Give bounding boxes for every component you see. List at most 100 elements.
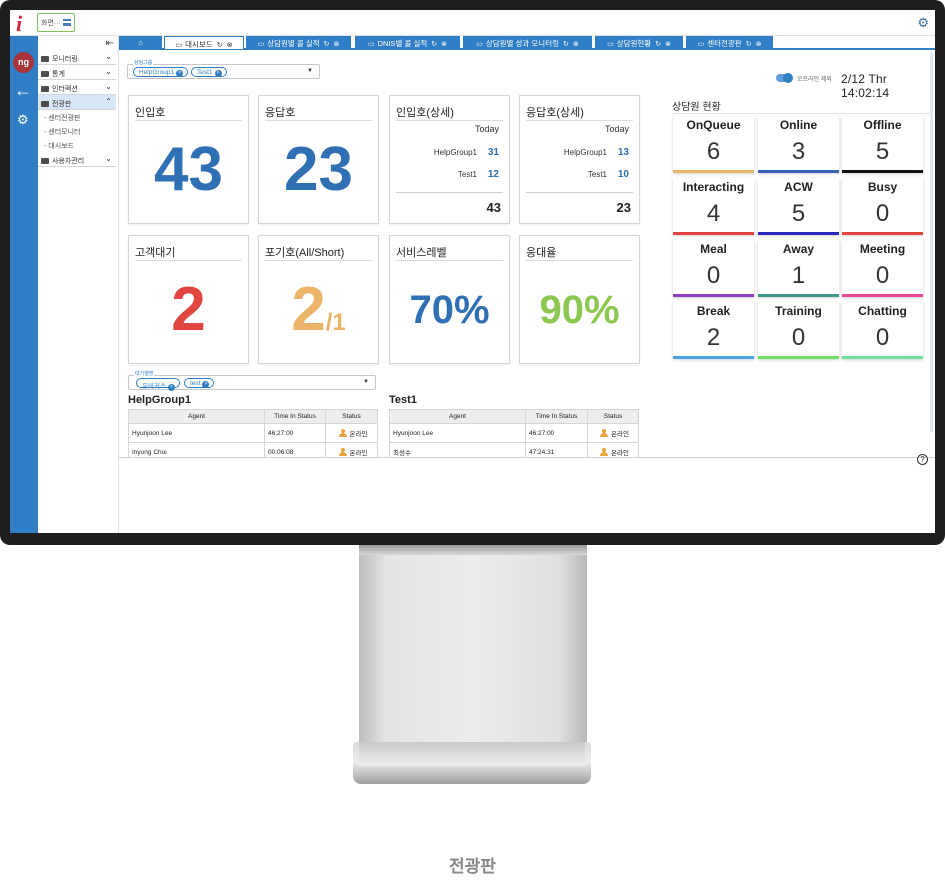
dashboard-icon: ▭	[476, 41, 483, 48]
table-row[interactable]: Inyong Choi 00:06:08 온라인	[128, 442, 378, 457]
chip-label: test	[190, 380, 201, 387]
refresh-icon[interactable]: ↻	[745, 41, 752, 48]
group-filter[interactable]: 상담그룹 HelpGroup1 × Test1 × ▼	[127, 59, 320, 79]
column-header[interactable]: Time In Status	[264, 409, 326, 424]
column-header[interactable]: Agent	[128, 409, 265, 424]
filter-chip[interactable]: 유비커스 ×	[136, 378, 180, 391]
person-icon	[338, 429, 347, 437]
status-label: Meal	[700, 242, 727, 256]
close-circle-icon[interactable]: ×	[202, 381, 210, 388]
column-header[interactable]: Status	[325, 409, 378, 424]
queue-filter[interactable]: 대기열명 유비커스 × test × ▼	[128, 370, 376, 391]
filter-chip[interactable]: test ×	[184, 378, 215, 388]
refresh-icon[interactable]: ↻	[655, 41, 662, 48]
column-header[interactable]: Agent	[389, 409, 526, 424]
side-nav: ⇤ 모니터링 ⌄ 통계 ⌄ 인터렉션 ⌄ 전광판 ⌃ - 센터전광판 - 센터모니터 -…	[38, 36, 119, 533]
divider	[672, 113, 930, 114]
status-tile-break[interactable]: Break 2	[673, 302, 754, 359]
refresh-icon[interactable]: ↻	[563, 41, 569, 48]
person-icon	[600, 429, 609, 437]
status-tile-busy[interactable]: Busy 0	[842, 178, 923, 235]
group-count: 13	[617, 147, 629, 158]
tab-agent-performance-monitoring[interactable]: ▭ 상담원별 성과 모니터링 ↻ ⊗	[463, 36, 592, 49]
status-tile-chatting[interactable]: Chatting 0	[842, 302, 923, 359]
tab-label: 센터전광판	[707, 39, 742, 48]
dashboard-content: 상담그룹 HelpGroup1 × Test1 × ▼ 오프라인 제외 2/12 T…	[120, 52, 935, 457]
close-circle-icon[interactable]: ×	[167, 384, 175, 391]
queue-group-title: Test1	[389, 394, 417, 406]
nav-group-user-management[interactable]: 사용자관리 ⌄	[38, 152, 116, 167]
refresh-icon[interactable]: ↻	[323, 41, 330, 48]
close-circle-icon[interactable]: ⊗	[665, 41, 671, 48]
status-tile-meeting[interactable]: Meeting 0	[842, 240, 923, 297]
close-circle-icon[interactable]: ⊗	[226, 42, 233, 49]
help-icon[interactable]: ?	[917, 454, 928, 465]
close-circle-icon[interactable]: ×	[176, 70, 184, 77]
card-answered-detail: 응답호(상세) Today HelpGroup1 13 Test1 10 23	[519, 95, 640, 224]
filter-chip[interactable]: HelpGroup1 ×	[133, 67, 189, 77]
status-tile-acw[interactable]: ACW 5	[758, 178, 839, 235]
column-header[interactable]: Status	[587, 409, 639, 424]
column-header[interactable]: Time In Status	[525, 409, 588, 424]
close-circle-icon[interactable]: ⊗	[572, 41, 579, 48]
table-row[interactable]: Hyunjoon Lee 46:27:00 온라인	[389, 423, 639, 443]
nav-group-interaction[interactable]: 인터렉션 ⌄	[38, 80, 116, 95]
gear-icon[interactable]: ⚙	[917, 15, 929, 30]
today-label: Today	[604, 124, 629, 134]
nav-item-dashboard[interactable]: - 대시보드	[44, 143, 75, 150]
gear-icon[interactable]: ⚙	[17, 112, 29, 127]
tab-label: 상담원현황	[616, 39, 652, 48]
close-circle-icon[interactable]: ⊗	[755, 41, 762, 48]
group-name: HelpGroup1	[563, 148, 607, 157]
folder-icon	[41, 71, 49, 77]
refresh-icon[interactable]: ↻	[431, 41, 438, 48]
tab-dnis-call-performance[interactable]: ▭ DNIS별 콜 실적 ↻ ⊗	[355, 36, 460, 49]
nav-group-monitoring[interactable]: 모니터링 ⌄	[38, 50, 116, 65]
tab-agent-call-performance[interactable]: ▭ 상담원별 콜 실적 ↻ ⊗	[246, 36, 351, 49]
tab-label: 상담원별 콜 실적	[267, 39, 320, 48]
card-title: 응대율	[526, 247, 557, 259]
folder-icon	[41, 86, 49, 92]
table-row[interactable]: Hyunjoon Lee 46:27:00 온라인	[128, 423, 378, 443]
tab-home[interactable]: ⌂	[119, 36, 162, 49]
nav-group-label: 인터렉션	[52, 86, 78, 93]
tab-center-billboard[interactable]: ▭ 센터전광판 ↻ ⊗	[686, 36, 773, 49]
status-label: Online	[779, 118, 818, 132]
collapse-panel-icon[interactable]: ⇤	[105, 38, 114, 49]
agent-name: Hyunjoon Lee	[389, 423, 526, 443]
refresh-icon[interactable]: ↻	[216, 42, 223, 49]
avatar[interactable]: ng	[13, 52, 34, 73]
group-name: Test1	[587, 170, 607, 179]
status-tile-online[interactable]: Online 3	[758, 116, 839, 173]
status-text: 온라인	[611, 450, 629, 457]
nav-group-billboard[interactable]: 전광판 ⌃	[38, 95, 116, 110]
status-value: 0	[875, 200, 890, 227]
tab-agent-status[interactable]: ▭ 상담원현황 ↻ ⊗	[595, 36, 683, 49]
status-label: Offline	[863, 118, 902, 132]
card-inbound: 인입호 43	[128, 95, 249, 224]
card-title: 응답호	[265, 107, 296, 119]
nav-group-label: 모니터링	[52, 56, 78, 63]
status-tile-offline[interactable]: Offline 5	[842, 116, 923, 173]
filter-chip[interactable]: Test1 ×	[191, 67, 227, 77]
scrollbar[interactable]	[930, 52, 933, 432]
close-circle-icon[interactable]: ×	[214, 70, 222, 77]
status-tile-meal[interactable]: Meal 0	[673, 240, 754, 297]
status-tile-onqueue[interactable]: OnQueue 6	[673, 116, 754, 173]
nav-item-center-monitor[interactable]: - 센터모니터	[44, 129, 81, 136]
status-bar	[842, 232, 923, 235]
tab-dashboard[interactable]: ▭ 대시보드 ↻ ⊗	[164, 36, 244, 49]
screen-selector[interactable]: 화면···	[37, 13, 75, 32]
status-tile-away[interactable]: Away 1	[758, 240, 839, 297]
status-tile-interacting[interactable]: Interacting 4	[673, 178, 754, 235]
nav-item-center-billboard[interactable]: - 센터전광판	[44, 115, 81, 122]
status-bar	[673, 170, 754, 173]
back-arrow-icon[interactable]: ←	[14, 80, 32, 100]
table-row[interactable]: 최성수 47:24:31 온라인	[389, 442, 639, 457]
close-circle-icon[interactable]: ⊗	[333, 41, 340, 48]
close-circle-icon[interactable]: ⊗	[441, 41, 448, 48]
offline-exclude-toggle[interactable]	[776, 73, 793, 83]
nav-group-statistics[interactable]: 통계 ⌄	[38, 65, 116, 80]
status-tile-training[interactable]: Training 0	[758, 302, 839, 359]
